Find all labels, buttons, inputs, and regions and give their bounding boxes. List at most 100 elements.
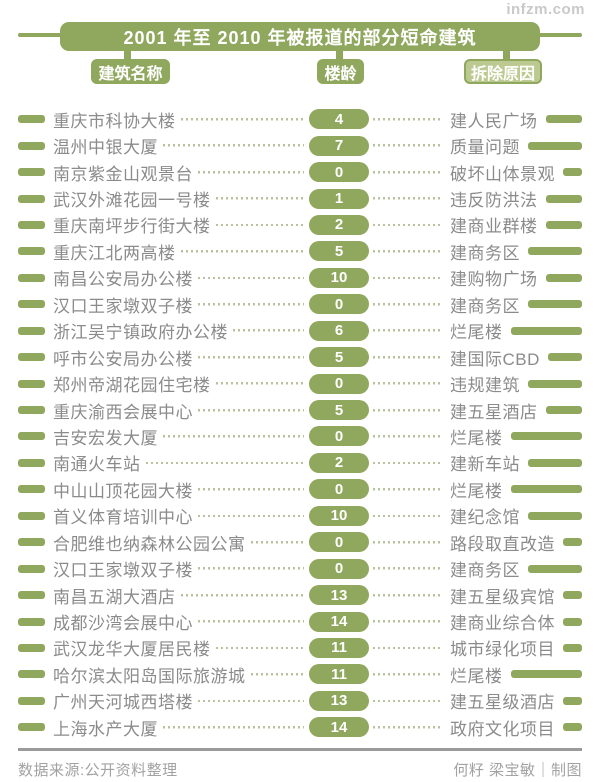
row-left-section: 武汉龙华大厦居民楼 xyxy=(18,635,309,660)
dotted-leader xyxy=(198,567,304,571)
dotted-leader xyxy=(163,725,304,729)
row-right-section: 建五星酒店 xyxy=(369,398,582,423)
data-source-note: 数据来源:公开资料整理 xyxy=(18,762,178,779)
row-left-dash xyxy=(18,511,45,520)
demolition-reason: 建五星酒店 xyxy=(450,402,538,422)
row-right-dash xyxy=(510,326,582,335)
building-age-pill: 4 xyxy=(309,109,369,130)
row-left-dash xyxy=(18,432,45,441)
row-right-section: 建商务区 xyxy=(369,556,582,581)
row-left-section: 成都沙湾会展中心 xyxy=(18,609,309,634)
dotted-leader xyxy=(198,302,304,306)
row-right-dash xyxy=(545,115,582,124)
building-age-pill: 1 xyxy=(309,188,369,209)
row-left-dash xyxy=(18,247,45,256)
building-age-pill: 11 xyxy=(309,664,369,685)
demolition-reason: 烂尾楼 xyxy=(450,666,503,686)
dotted-leader xyxy=(180,117,304,121)
row-right-section: 建人民广场 xyxy=(369,107,582,132)
demolition-reason: 建国际CBD xyxy=(450,349,540,369)
row-left-section: 中山山顶花园大楼 xyxy=(18,477,309,502)
table-row: 广州天河城西塔楼 13 建五星级酒店 xyxy=(18,688,582,714)
dotted-leader xyxy=(163,434,304,438)
table-row: 温州中银大厦 7 质量问题 xyxy=(18,132,582,158)
building-name: 首义体育培训中心 xyxy=(53,508,193,528)
row-right-dash xyxy=(528,458,582,467)
demolition-reason: 建五星级宾馆 xyxy=(450,587,555,607)
row-left-dash xyxy=(18,643,45,652)
dotted-leader xyxy=(198,276,304,280)
row-right-section: 建国际CBD xyxy=(369,345,582,370)
dotted-leader xyxy=(180,249,304,253)
credit-note: 何籽 梁宝敏｜制图 xyxy=(453,762,582,779)
building-name: 南京紫金山观景台 xyxy=(53,164,193,184)
row-right-dash xyxy=(528,247,582,256)
row-right-section: 质量问题 xyxy=(369,133,582,158)
row-left-section: 南昌公安局办公楼 xyxy=(18,265,309,290)
row-right-dash xyxy=(528,300,582,309)
row-right-section: 建商务区 xyxy=(369,239,582,264)
dotted-leader xyxy=(373,699,443,703)
column-header-building-age: 楼龄 xyxy=(317,59,364,84)
row-left-dash xyxy=(18,220,45,229)
site-watermark: infzm.com xyxy=(506,1,585,18)
demolition-reason: 建商务区 xyxy=(450,561,520,581)
row-left-dash xyxy=(18,406,45,415)
row-left-section: 温州中银大厦 xyxy=(18,133,309,158)
row-right-section: 建购物广场 xyxy=(369,265,582,290)
connector-stem xyxy=(124,46,131,62)
row-right-dash xyxy=(563,696,582,705)
building-name: 郑州帝湖花园住宅楼 xyxy=(53,376,211,396)
building-age-pill: 5 xyxy=(309,400,369,421)
building-name: 武汉龙华大厦居民楼 xyxy=(53,640,211,660)
row-left-dash xyxy=(18,300,45,309)
building-name: 中山山顶花园大楼 xyxy=(53,481,193,501)
building-name: 重庆江北两高楼 xyxy=(53,243,176,263)
row-right-dash xyxy=(563,168,582,177)
demolition-reason: 建人民广场 xyxy=(450,111,538,131)
row-left-section: 重庆市科协大楼 xyxy=(18,107,309,132)
row-right-dash xyxy=(510,485,582,494)
building-name: 浙江吴宁镇政府办公楼 xyxy=(53,323,228,343)
row-right-dash xyxy=(563,538,582,547)
demolition-reason: 质量问题 xyxy=(450,138,520,158)
row-left-dash xyxy=(18,591,45,600)
building-age-pill: 0 xyxy=(309,479,369,500)
row-left-section: 合肥维也纳森林公园公寓 xyxy=(18,530,309,555)
row-right-dash xyxy=(528,564,582,573)
table-row: 呼市公安局办公楼 5 建国际CBD xyxy=(18,344,582,370)
row-left-dash xyxy=(18,538,45,547)
row-left-section: 重庆渝西会展中心 xyxy=(18,398,309,423)
table-row: 南京紫金山观景台 0 破坏山体景观 xyxy=(18,159,582,185)
row-right-dash xyxy=(528,141,582,150)
connector-stem xyxy=(336,46,343,62)
dotted-leader xyxy=(215,382,304,386)
row-right-section: 路段取直改造 xyxy=(369,530,582,555)
building-age-pill: 5 xyxy=(309,241,369,262)
demolition-reason: 烂尾楼 xyxy=(450,323,503,343)
row-right-section: 建五星级酒店 xyxy=(369,688,582,713)
building-age-pill: 0 xyxy=(309,294,369,315)
row-right-section: 城市绿化项目 xyxy=(369,635,582,660)
building-age-pill: 7 xyxy=(309,135,369,156)
row-left-section: 吉安宏发大厦 xyxy=(18,424,309,449)
dotted-leader xyxy=(373,461,443,465)
row-left-section: 首义体育培训中心 xyxy=(18,503,309,528)
demolition-reason: 建商业综合体 xyxy=(450,614,555,634)
dotted-leader xyxy=(373,276,443,280)
dotted-leader xyxy=(373,170,443,174)
row-left-dash xyxy=(18,194,45,203)
building-age-pill: 11 xyxy=(309,637,369,658)
row-left-section: 南通火车站 xyxy=(18,450,309,475)
building-name: 广州天河城西塔楼 xyxy=(53,693,193,713)
dotted-leader xyxy=(373,117,443,121)
demolition-reason: 建购物广场 xyxy=(450,270,538,290)
connector-stem xyxy=(503,46,510,62)
dotted-leader xyxy=(233,329,304,333)
dotted-leader xyxy=(180,593,304,597)
row-right-dash xyxy=(563,643,582,652)
demolition-reason: 建商务区 xyxy=(450,296,520,316)
row-right-dash xyxy=(545,273,582,282)
dotted-leader xyxy=(198,514,304,518)
